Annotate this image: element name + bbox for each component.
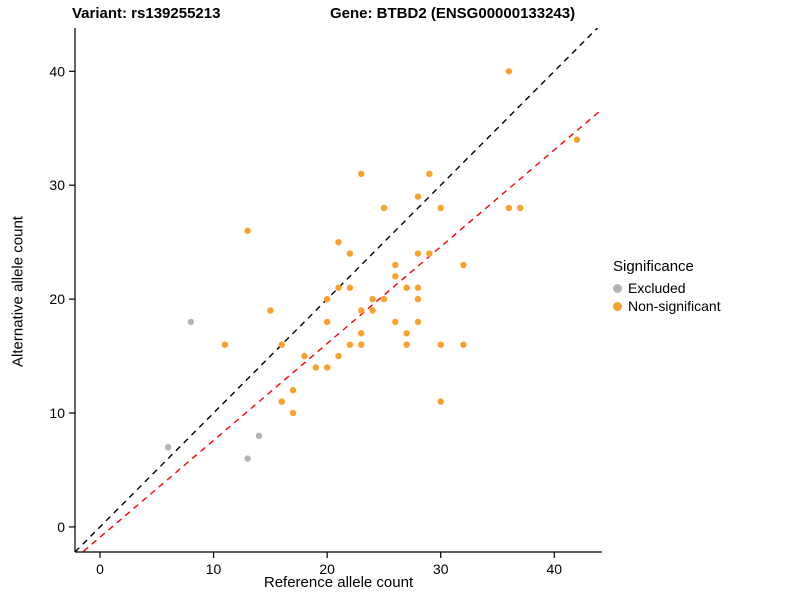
legend-swatch-icon (613, 301, 622, 311)
data-point (426, 170, 433, 178)
data-point (414, 250, 422, 257)
legend-items: Excluded Non-significant (613, 279, 721, 315)
data-point (278, 398, 285, 405)
data-point (505, 204, 513, 212)
y-tick-label: 30 (49, 177, 65, 193)
identity-line (75, 28, 599, 552)
data-point (414, 318, 422, 326)
data-point (164, 444, 172, 451)
data-point (414, 295, 422, 303)
legend-item-excluded: Excluded (613, 279, 721, 297)
data-point (335, 284, 342, 291)
data-point (369, 295, 376, 303)
data-point (244, 455, 251, 462)
data-point (255, 432, 263, 440)
data-point (289, 387, 297, 394)
y-axis-title: Alternative allele count (9, 216, 27, 367)
data-point (380, 204, 388, 212)
data-point (244, 227, 251, 234)
data-point (460, 341, 467, 348)
data-point (301, 352, 308, 360)
data-point (573, 136, 581, 143)
data-point (267, 307, 274, 314)
data-point (358, 330, 365, 337)
data-point (278, 341, 285, 348)
data-point (460, 261, 467, 269)
data-point (187, 318, 195, 326)
data-point (517, 204, 524, 212)
x-axis-title: Reference allele count (263, 574, 414, 591)
data-point (403, 330, 410, 337)
data-point (335, 238, 342, 246)
data-point (323, 318, 331, 326)
data-point (358, 170, 365, 178)
data-point (346, 250, 354, 257)
x-tick-label: 40 (547, 561, 563, 577)
x-tick-label: 30 (433, 561, 449, 577)
x-tick-label: 0 (96, 561, 104, 577)
data-point (437, 204, 444, 212)
data-point (358, 307, 365, 314)
data-point (437, 398, 444, 405)
legend-title: Significance (613, 258, 694, 275)
y-tick-label: 20 (49, 291, 65, 307)
data-point (346, 341, 354, 348)
data-point (221, 341, 229, 348)
data-point (505, 68, 513, 75)
legend: Significance Excluded Non-significant (613, 258, 721, 315)
data-point (335, 352, 342, 360)
data-point (414, 284, 422, 291)
data-point (403, 341, 410, 348)
series-excluded (164, 318, 263, 462)
variant-title: Variant: rs139255213 (72, 5, 221, 22)
data-point (392, 273, 399, 280)
data-point (323, 295, 331, 303)
regression-line (81, 108, 602, 552)
gene-title: Gene: BTBD2 (ENSG00000133243) (330, 5, 576, 22)
data-point (369, 307, 376, 314)
reference-lines (75, 28, 602, 552)
legend-label: Excluded (628, 280, 686, 296)
data-point (358, 341, 365, 348)
series-non-significant (221, 68, 581, 417)
data-point (414, 193, 422, 200)
y-tick-label: 10 (49, 405, 65, 421)
x-tick-label: 10 (206, 561, 222, 577)
data-point (426, 250, 433, 257)
data-point (323, 364, 331, 371)
data-point (289, 409, 297, 417)
y-tick-label: 40 (49, 63, 65, 79)
legend-swatch-icon (613, 283, 622, 293)
data-point (392, 261, 399, 269)
data-point (312, 364, 319, 371)
data-point (392, 318, 399, 326)
data-point (380, 295, 388, 303)
data-point (346, 284, 354, 291)
x-tick-label: 20 (319, 561, 335, 577)
legend-item-non-significant: Non-significant (613, 297, 721, 315)
y-tick-label: 0 (57, 519, 65, 535)
data-point (437, 341, 444, 348)
legend-label: Non-significant (628, 298, 721, 314)
data-point (403, 284, 410, 291)
